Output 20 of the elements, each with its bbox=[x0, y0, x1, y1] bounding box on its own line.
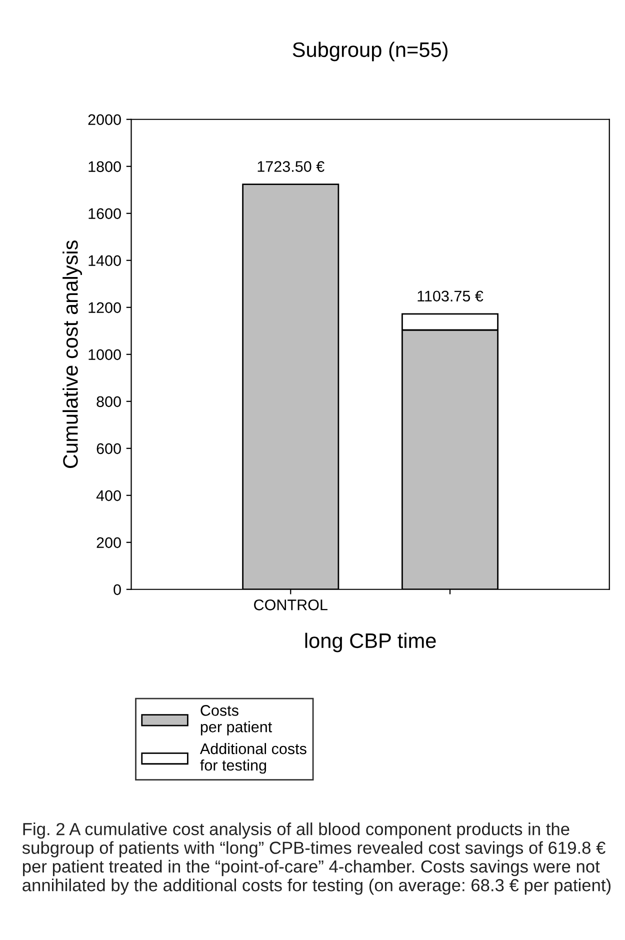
y-tick-label: 2000 bbox=[88, 114, 121, 126]
y-tick-label: 0 bbox=[114, 584, 121, 596]
y-tick-label: 1800 bbox=[88, 161, 121, 172]
y-tick-label: 600 bbox=[96, 443, 121, 454]
legend-label: Additional costs for testing bbox=[200, 742, 306, 774]
data-label: 1103.75 € bbox=[418, 290, 484, 302]
y-tick-label: 1600 bbox=[88, 208, 121, 220]
y-axis-title: Cumulative cost analysis bbox=[62, 240, 82, 468]
y-tick-label: 1400 bbox=[88, 255, 121, 266]
x-axis-title: long CBP time bbox=[305, 632, 436, 652]
caption: Fig. 2 A cumulative cost analysis of all blood component products in the subgroup of patients with “long” CPB-times revealed cost savings of 619.8 € per patient treated in the “point-of-care” 4-chamber. Costs savings were not annihilated by the additional costs for testing (on average: 68.3 € per patient) bbox=[22, 822, 610, 895]
y-tick-label: 800 bbox=[96, 396, 121, 408]
chart-title: Subgroup (n=55) bbox=[292, 42, 448, 62]
y-tick-label: 200 bbox=[96, 537, 121, 548]
y-tick-label: 1200 bbox=[88, 302, 121, 314]
y-tick-label: 1000 bbox=[88, 349, 121, 360]
x-tick-label: CONTROL bbox=[254, 600, 328, 610]
data-label: 1723.50 € bbox=[258, 161, 324, 172]
y-tick-label: 400 bbox=[96, 490, 121, 502]
legend-label: Costs per patient bbox=[200, 705, 272, 736]
